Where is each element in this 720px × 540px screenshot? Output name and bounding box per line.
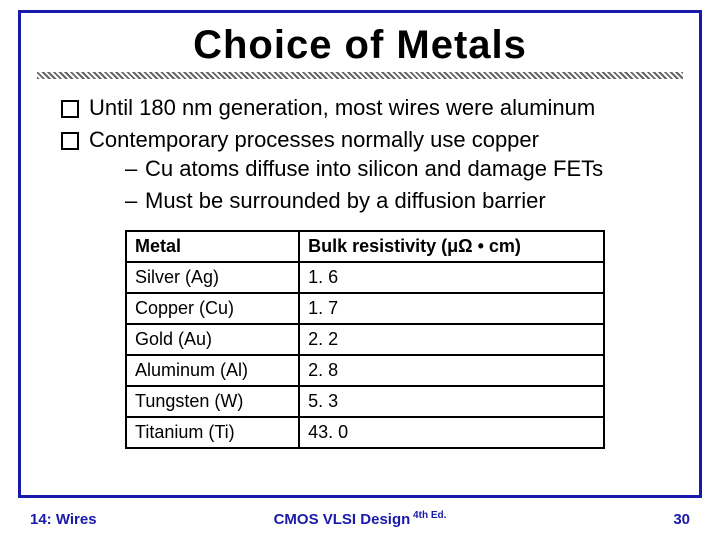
sub-bullet-item: Must be surrounded by a diffusion barrie… — [125, 186, 679, 216]
table-row: Copper (Cu) 1. 7 — [126, 293, 604, 324]
table-header-metal: Metal — [126, 231, 299, 262]
footer-center-main: CMOS VLSI Design — [274, 511, 411, 528]
cell-metal: Gold (Au) — [126, 324, 299, 355]
bullet-item: Contemporary processes normally use copp… — [55, 125, 679, 216]
footer-center-edition: 4th Ed. — [410, 510, 446, 521]
cell-value: 2. 8 — [299, 355, 604, 386]
cell-metal: Tungsten (W) — [126, 386, 299, 417]
cell-value: 43. 0 — [299, 417, 604, 448]
cell-value: 2. 2 — [299, 324, 604, 355]
cell-metal: Aluminum (Al) — [126, 355, 299, 386]
sub-bullet-item: Cu atoms diffuse into silicon and damage… — [125, 154, 679, 184]
slide-body: Until 180 nm generation, most wires were… — [21, 93, 699, 449]
footer-center: CMOS VLSI Design 4th Ed. — [0, 510, 720, 528]
cell-value: 1. 6 — [299, 262, 604, 293]
sub-bullet-list: Cu atoms diffuse into silicon and damage… — [125, 154, 679, 215]
table-row: Silver (Ag) 1. 6 — [126, 262, 604, 293]
bullet-item: Until 180 nm generation, most wires were… — [55, 93, 679, 123]
slide-title: Choice of Metals — [21, 13, 699, 72]
table-row: Tungsten (W) 5. 3 — [126, 386, 604, 417]
resistivity-table: Metal Bulk resistivity (μΩ • cm) Silver … — [125, 230, 605, 449]
cell-value: 1. 7 — [299, 293, 604, 324]
slide-frame: Choice of Metals Until 180 nm generation… — [18, 10, 702, 498]
table-header-resistivity: Bulk resistivity (μΩ • cm) — [299, 231, 604, 262]
cell-value: 5. 3 — [299, 386, 604, 417]
footer-page-number: 30 — [673, 511, 690, 528]
cell-metal: Silver (Ag) — [126, 262, 299, 293]
cell-metal: Copper (Cu) — [126, 293, 299, 324]
table-header-row: Metal Bulk resistivity (μΩ • cm) — [126, 231, 604, 262]
cell-metal: Titanium (Ti) — [126, 417, 299, 448]
bullet-list: Until 180 nm generation, most wires were… — [55, 93, 679, 216]
bullet-text: Contemporary processes normally use copp… — [89, 127, 539, 152]
table-row: Gold (Au) 2. 2 — [126, 324, 604, 355]
title-divider — [37, 72, 683, 79]
slide-footer: 14: Wires CMOS VLSI Design 4th Ed. 30 — [0, 506, 720, 532]
table-row: Aluminum (Al) 2. 8 — [126, 355, 604, 386]
footer-left: 14: Wires — [30, 511, 97, 528]
table-row: Titanium (Ti) 43. 0 — [126, 417, 604, 448]
